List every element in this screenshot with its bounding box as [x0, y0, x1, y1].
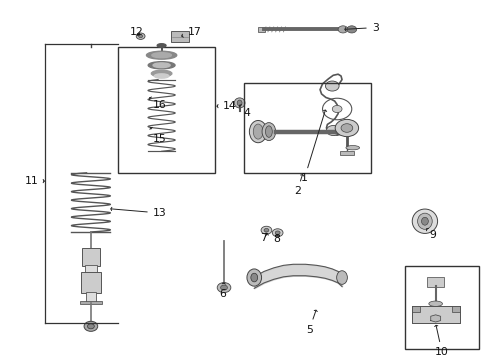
Ellipse shape: [148, 62, 175, 69]
Ellipse shape: [336, 271, 346, 284]
Circle shape: [346, 26, 356, 33]
Ellipse shape: [157, 44, 165, 47]
Circle shape: [84, 321, 98, 331]
Circle shape: [87, 324, 94, 329]
Circle shape: [220, 285, 227, 290]
Circle shape: [340, 124, 352, 132]
Text: 9: 9: [426, 228, 436, 239]
Text: 6: 6: [219, 283, 225, 299]
Ellipse shape: [249, 121, 266, 143]
Ellipse shape: [428, 301, 442, 306]
Bar: [258, 27, 264, 32]
Ellipse shape: [264, 228, 268, 232]
Ellipse shape: [146, 51, 176, 59]
Bar: [118, 47, 215, 173]
Ellipse shape: [411, 209, 437, 233]
Ellipse shape: [272, 229, 283, 237]
Bar: [411, 306, 419, 312]
FancyBboxPatch shape: [82, 248, 100, 266]
Ellipse shape: [345, 145, 359, 150]
Bar: [411, 306, 459, 323]
Text: 4: 4: [239, 105, 249, 118]
Circle shape: [334, 120, 358, 136]
Ellipse shape: [234, 98, 244, 108]
Bar: [405, 266, 478, 348]
Ellipse shape: [237, 100, 242, 106]
Bar: [244, 83, 370, 173]
Text: 13: 13: [111, 207, 166, 218]
Text: 10: 10: [434, 325, 448, 357]
Text: 11: 11: [24, 176, 44, 186]
Ellipse shape: [262, 123, 275, 140]
Circle shape: [326, 126, 339, 135]
FancyBboxPatch shape: [86, 292, 96, 302]
FancyBboxPatch shape: [84, 265, 97, 273]
FancyBboxPatch shape: [171, 31, 188, 42]
Circle shape: [139, 35, 142, 38]
Ellipse shape: [417, 213, 431, 229]
Bar: [451, 306, 459, 312]
Circle shape: [325, 81, 338, 91]
Ellipse shape: [253, 124, 263, 139]
Text: 8: 8: [273, 234, 280, 244]
Ellipse shape: [153, 63, 170, 68]
Circle shape: [331, 105, 341, 113]
Text: 16: 16: [149, 97, 166, 110]
Text: 17: 17: [182, 27, 201, 37]
Text: 12: 12: [129, 27, 143, 37]
FancyBboxPatch shape: [427, 277, 443, 287]
Text: 14: 14: [217, 101, 236, 111]
FancyBboxPatch shape: [81, 272, 101, 293]
Text: 5: 5: [305, 310, 317, 334]
Ellipse shape: [154, 74, 168, 78]
Bar: [80, 301, 102, 304]
Ellipse shape: [421, 217, 427, 225]
Text: 2: 2: [293, 175, 303, 197]
Text: 15: 15: [150, 127, 166, 144]
Ellipse shape: [151, 70, 171, 77]
Bar: [411, 306, 459, 323]
Text: 7: 7: [260, 233, 268, 243]
Text: 1: 1: [301, 110, 326, 183]
Ellipse shape: [265, 126, 272, 137]
Circle shape: [337, 26, 347, 33]
Polygon shape: [430, 315, 440, 322]
Ellipse shape: [250, 273, 257, 282]
Circle shape: [136, 33, 145, 40]
Circle shape: [217, 283, 230, 293]
Bar: [339, 151, 353, 155]
Ellipse shape: [261, 226, 271, 234]
Ellipse shape: [152, 53, 171, 58]
Text: 3: 3: [344, 23, 378, 33]
Ellipse shape: [275, 231, 280, 234]
Ellipse shape: [246, 269, 261, 286]
